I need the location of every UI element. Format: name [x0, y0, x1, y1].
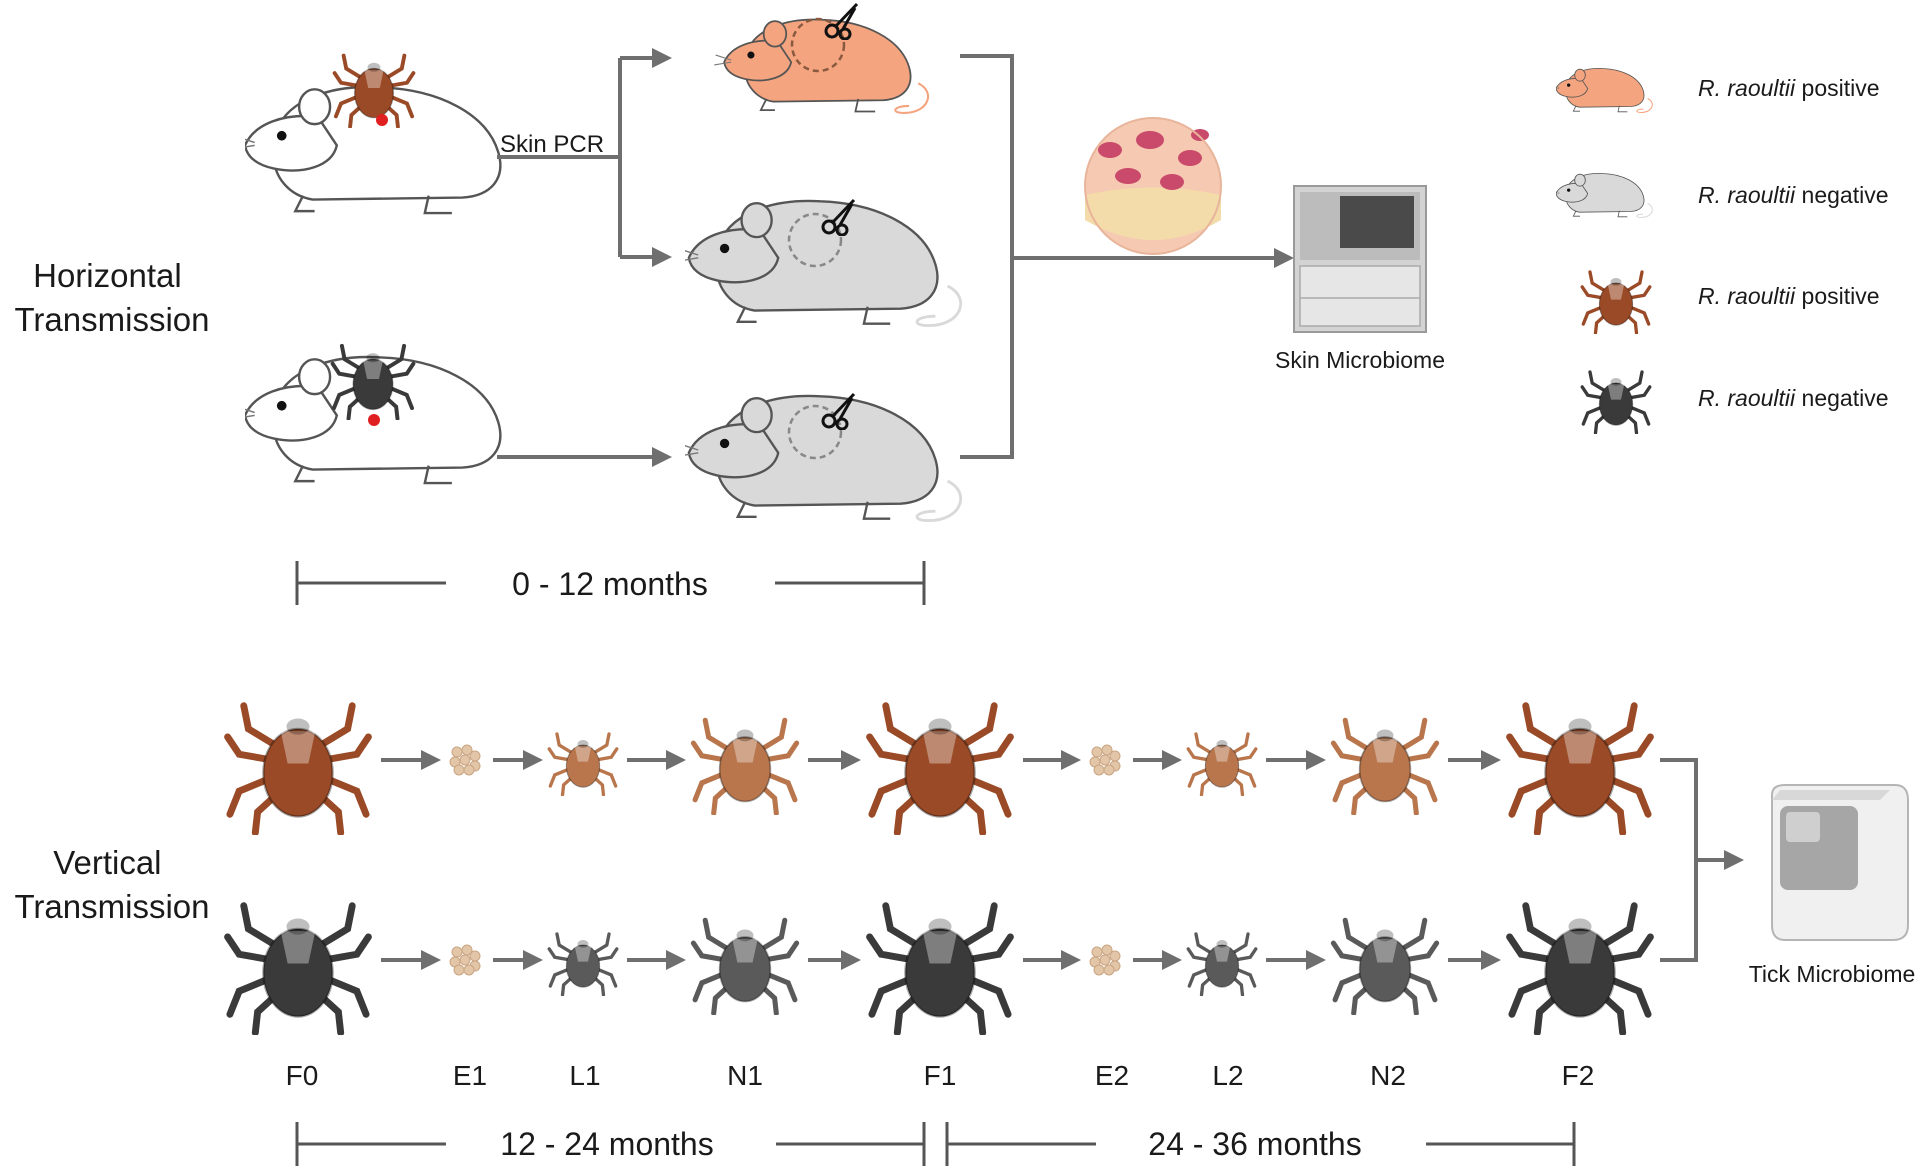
tick-negative-f0	[228, 906, 369, 1033]
skin-pcr-label: Skin PCR	[500, 131, 604, 158]
tick-sequencer-icon	[1771, 784, 1909, 941]
stage-label-e2: E2	[1095, 1060, 1129, 1091]
skin-microbiome-label: Skin Microbiome	[1275, 347, 1445, 373]
skin-tissue-icon	[1084, 117, 1222, 255]
horizontal-title: Horizontal Transmission	[15, 257, 210, 338]
stage-labels: F0 E1 L1 N1 F1 E2 L2 N2 F2	[286, 1060, 1595, 1091]
source-mouse-with-positive-tick	[245, 53, 526, 217]
stage-label-l2: L2	[1212, 1060, 1243, 1091]
legend-mouse-negative-icon	[1556, 172, 1653, 219]
tick-positive-l2	[1186, 732, 1258, 796]
tick-negative-l1	[547, 932, 619, 996]
tick-positive-e1	[449, 744, 481, 776]
tick-microbiome-label: Tick Microbiome	[1749, 961, 1916, 987]
tick-positive-n2	[1333, 720, 1436, 813]
tick-positive-f0	[228, 706, 369, 833]
legend-mouse-negative-label: R. raoultii negative	[1698, 182, 1889, 208]
tick-negative-f2	[1510, 906, 1651, 1033]
source-mouse-with-negative-tick	[245, 343, 526, 487]
tick-positive-f2	[1510, 706, 1651, 833]
skin-bracket	[960, 54, 1294, 459]
tick-positive-n1	[693, 720, 796, 813]
skin-sequencer-icon	[1293, 185, 1427, 333]
tick-bracket	[1660, 758, 1744, 962]
legend-tick-positive-label: R. raoultii positive	[1698, 283, 1880, 309]
tick-negative-n2	[1333, 920, 1436, 1013]
stage-label-f2: F2	[1562, 1060, 1595, 1091]
tick-positive-e2	[1089, 744, 1121, 776]
tick-negative-n1	[693, 920, 796, 1013]
stage-label-n2: N2	[1370, 1060, 1406, 1091]
legend-tick-negative-label: R. raoultii negative	[1698, 385, 1889, 411]
stage-label-e1: E1	[453, 1060, 487, 1091]
timeline-12-36	[295, 1122, 1576, 1166]
timeline-0-12	[295, 561, 926, 605]
tick-positive-l1	[547, 732, 619, 796]
skin-pcr-branch	[497, 48, 672, 467]
timeline-24-36-label: 24 - 36 months	[1148, 1126, 1361, 1162]
tick-positive-f1	[870, 706, 1011, 833]
legend-tick-positive-icon	[1580, 270, 1652, 334]
legend-mouse-positive-icon	[1556, 67, 1653, 114]
legend: R. raoultii positive R. raoultii negativ…	[1556, 67, 1889, 434]
legend-tick-negative-icon	[1580, 370, 1652, 434]
tick-negative-e1	[449, 944, 481, 976]
recipient-mouse-negative-top	[685, 198, 963, 328]
legend-mouse-positive-label: R. raoultii positive	[1698, 75, 1880, 101]
tick-negative-e2	[1089, 944, 1121, 976]
tick-life-cycle-rows	[228, 706, 1651, 1033]
timeline-12-24-label: 12 - 24 months	[500, 1126, 713, 1162]
recipient-mouse-positive	[712, 2, 930, 115]
tick-negative-f1	[870, 906, 1011, 1033]
timeline-0-12-label: 0 - 12 months	[512, 566, 708, 602]
stage-label-n1: N1	[727, 1060, 763, 1091]
vertical-title: Vertical Transmission	[15, 844, 210, 925]
recipient-mouse-negative-bottom	[685, 392, 963, 523]
tick-negative-l2	[1186, 932, 1258, 996]
stage-label-f0: F0	[286, 1060, 319, 1091]
stage-label-f1: F1	[924, 1060, 957, 1091]
stage-label-l1: L1	[569, 1060, 600, 1091]
